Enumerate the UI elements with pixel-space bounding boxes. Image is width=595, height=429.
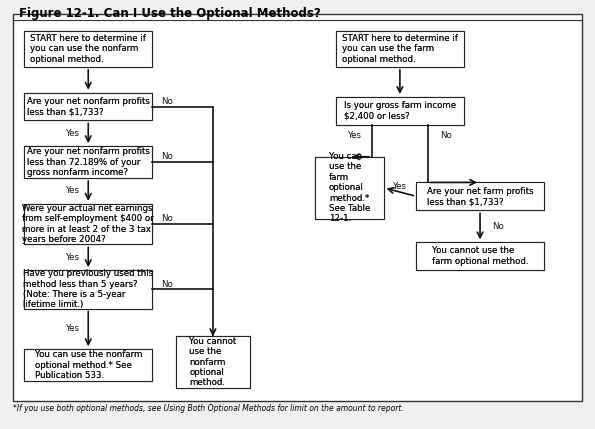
FancyBboxPatch shape (12, 14, 583, 401)
Text: Are your net nonfarm profits
less than 72.189% of your
gross nonfarm income?: Are your net nonfarm profits less than 7… (27, 147, 150, 177)
Text: No: No (161, 214, 173, 224)
Text: Are your net farm profits
less than $1,733?: Are your net farm profits less than $1,7… (427, 187, 533, 206)
FancyBboxPatch shape (315, 157, 384, 219)
Text: You cannot use the
farm optional method.: You cannot use the farm optional method. (432, 247, 528, 266)
Text: No: No (161, 97, 173, 106)
Text: You can use the nonfarm
optional method.* See
Publication 533.: You can use the nonfarm optional method.… (35, 350, 142, 380)
Text: *If you use both optional methods, see Using Both Optional Methods for limit on : *If you use both optional methods, see U… (12, 404, 403, 413)
FancyBboxPatch shape (24, 349, 152, 381)
FancyBboxPatch shape (24, 30, 152, 67)
Text: You can
use the
farm
optional
method.*
See Table
12-1.: You can use the farm optional method.* S… (329, 152, 370, 224)
FancyBboxPatch shape (416, 242, 544, 270)
Text: Yes: Yes (348, 131, 362, 140)
Text: Are your net nonfarm profits
less than $1,733?: Are your net nonfarm profits less than $… (27, 97, 150, 116)
Text: Have you previously used this
method less than 5 years?
(Note: There is a 5-year: Have you previously used this method les… (23, 269, 154, 309)
Text: Were your actual net earnings
from self-employment $400 or
more in at least 2 of: Were your actual net earnings from self-… (23, 204, 154, 244)
Text: START here to determine if
you can use the farm
optional method.: START here to determine if you can use t… (342, 34, 458, 63)
FancyBboxPatch shape (24, 30, 152, 67)
Text: START here to determine if
you can use the nonfarm
optional method.: START here to determine if you can use t… (30, 34, 146, 63)
FancyBboxPatch shape (336, 97, 464, 125)
FancyBboxPatch shape (416, 182, 544, 210)
Text: Is your gross farm income
$2,400 or less?: Is your gross farm income $2,400 or less… (344, 101, 456, 121)
FancyBboxPatch shape (24, 270, 152, 308)
FancyBboxPatch shape (24, 270, 152, 308)
Text: Yes: Yes (67, 324, 80, 333)
Text: You cannot
use the
nonfarm
optional
method.: You cannot use the nonfarm optional meth… (189, 337, 237, 387)
Text: You can use the nonfarm
optional method.* See
Publication 533.: You can use the nonfarm optional method.… (35, 350, 142, 380)
FancyBboxPatch shape (24, 349, 152, 381)
Text: No: No (440, 131, 452, 140)
Text: Have you previously used this
method less than 5 years?
(Note: There is a 5-year: Have you previously used this method les… (23, 269, 154, 309)
Text: No: No (161, 280, 173, 289)
FancyBboxPatch shape (24, 146, 152, 178)
Text: START here to determine if
you can use the farm
optional method.: START here to determine if you can use t… (342, 34, 458, 63)
Text: Are your net nonfarm profits
less than $1,733?: Are your net nonfarm profits less than $… (27, 97, 150, 116)
FancyBboxPatch shape (24, 204, 152, 245)
FancyBboxPatch shape (24, 146, 152, 178)
Text: You can
use the
farm
optional
method.*
See Table
12-1.: You can use the farm optional method.* S… (329, 152, 370, 224)
Text: Yes: Yes (393, 182, 407, 191)
Text: Are your net nonfarm profits
less than 72.189% of your
gross nonfarm income?: Are your net nonfarm profits less than 7… (27, 147, 150, 177)
FancyBboxPatch shape (336, 30, 464, 67)
Text: You cannot
use the
nonfarm
optional
method.: You cannot use the nonfarm optional meth… (189, 337, 237, 387)
FancyBboxPatch shape (24, 204, 152, 245)
Text: Figure 12-1. Can I Use the Optional Methods?: Figure 12-1. Can I Use the Optional Meth… (18, 7, 320, 20)
Text: Are your net farm profits
less than $1,733?: Are your net farm profits less than $1,7… (427, 187, 533, 206)
Text: Yes: Yes (67, 129, 80, 138)
FancyBboxPatch shape (315, 157, 384, 219)
Text: Yes: Yes (67, 187, 80, 196)
Text: Were your actual net earnings
from self-employment $400 or
more in at least 2 of: Were your actual net earnings from self-… (23, 204, 154, 244)
Text: You cannot use the
farm optional method.: You cannot use the farm optional method. (432, 247, 528, 266)
Text: START here to determine if
you can use the nonfarm
optional method.: START here to determine if you can use t… (30, 34, 146, 63)
FancyBboxPatch shape (24, 93, 152, 121)
FancyBboxPatch shape (176, 336, 250, 388)
FancyBboxPatch shape (416, 182, 544, 210)
FancyBboxPatch shape (416, 242, 544, 270)
FancyBboxPatch shape (336, 30, 464, 67)
Text: No: No (161, 152, 173, 161)
FancyBboxPatch shape (336, 97, 464, 125)
FancyBboxPatch shape (24, 93, 152, 121)
Text: Is your gross farm income
$2,400 or less?: Is your gross farm income $2,400 or less… (344, 101, 456, 121)
FancyBboxPatch shape (176, 336, 250, 388)
Text: No: No (492, 222, 504, 231)
Text: Yes: Yes (67, 253, 80, 262)
